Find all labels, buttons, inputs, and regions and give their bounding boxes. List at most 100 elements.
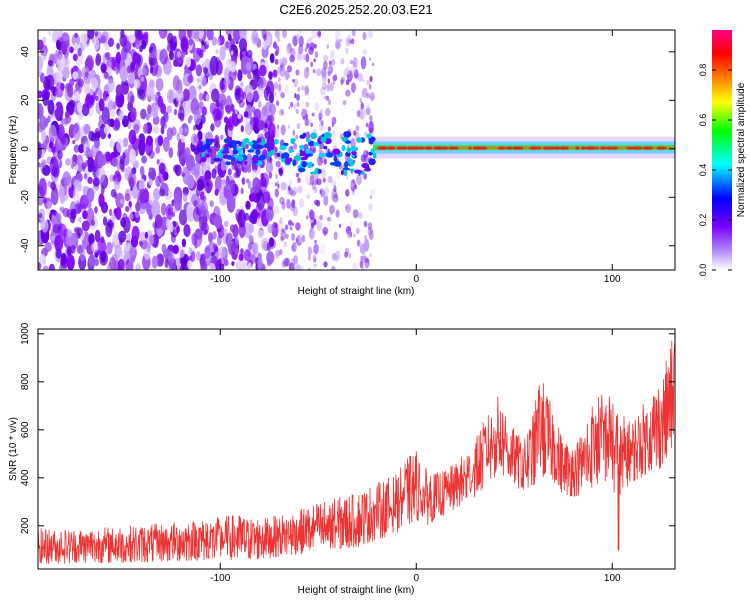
heatmap-peak-cell xyxy=(605,146,613,150)
heatmap-cell xyxy=(200,200,208,217)
heatmap-cell xyxy=(323,158,327,165)
heatmap-cell xyxy=(172,48,182,68)
heatmap-cell xyxy=(112,119,121,131)
heatmap-cell xyxy=(181,159,186,167)
heatmap-cell xyxy=(87,176,93,185)
heatmap-peak-cell xyxy=(626,146,634,150)
heatmap-cell xyxy=(284,224,289,231)
heatmap-cell xyxy=(73,227,78,233)
heatmap-cell xyxy=(215,49,219,54)
heatmap-cell xyxy=(187,174,195,189)
heatmap-cell xyxy=(279,249,283,256)
heatmap-cell xyxy=(79,159,83,164)
heatmap-cell xyxy=(266,251,275,265)
heatmap-cell xyxy=(327,148,330,153)
heatmap-cell xyxy=(94,258,99,267)
heatmap-cell xyxy=(302,54,306,61)
heatmap-cell xyxy=(120,217,126,228)
colorbar-gradient xyxy=(712,30,732,270)
heatmap-cell xyxy=(64,110,70,119)
heatmap-cell xyxy=(265,205,274,222)
heatmap-cell xyxy=(60,252,67,266)
heatmap-cell xyxy=(252,79,258,90)
heatmap-cell xyxy=(138,178,146,193)
heatmap-cell xyxy=(292,159,297,167)
heatmap-cell xyxy=(62,171,71,187)
snr-series-line xyxy=(38,340,675,564)
heatmap-cell xyxy=(188,246,193,255)
colorbar-tick-label: 0.6 xyxy=(698,114,708,127)
heatmap-cell xyxy=(162,136,170,152)
heatmap-cell xyxy=(124,193,130,202)
heatmap-cell xyxy=(307,246,312,256)
heatmap-cell xyxy=(180,135,186,143)
heatmap-cell xyxy=(297,177,301,183)
heatmap-cell xyxy=(279,58,282,64)
heatmap-cell xyxy=(314,188,317,193)
y-tick-label: 0 xyxy=(20,146,31,152)
heatmap-cell xyxy=(335,41,341,50)
heatmap-cell xyxy=(318,121,324,132)
heatmap-cell xyxy=(347,70,353,82)
heatmap-cell xyxy=(211,168,217,179)
heatmap-cell xyxy=(67,104,71,111)
heatmap-cell xyxy=(104,71,109,79)
heatmap-cell xyxy=(289,180,292,186)
heatmap-cell xyxy=(366,262,370,268)
heatmap-cell xyxy=(144,231,149,239)
heatmap-cell xyxy=(84,95,94,109)
heatmap-cell xyxy=(188,115,193,121)
heatmap-cell xyxy=(363,153,369,164)
heatmap-cell xyxy=(293,255,299,265)
heatmap-cell xyxy=(121,115,129,128)
heatmap-cell xyxy=(346,175,349,180)
heatmap-cell xyxy=(295,108,299,114)
heatmap-cell xyxy=(214,175,223,193)
heatmap-cell xyxy=(232,30,242,42)
heatmap-peak-cell xyxy=(637,146,641,150)
heatmap-peak-cell xyxy=(581,146,587,150)
heatmap-cell xyxy=(151,48,158,59)
heatmap-cell xyxy=(307,211,310,215)
heatmap-cell xyxy=(140,108,147,120)
heatmap-cell xyxy=(320,167,327,180)
heatmap-cell xyxy=(314,51,319,59)
snr-frame xyxy=(37,328,676,570)
heatmap-cell xyxy=(231,139,236,145)
heatmap-cell xyxy=(318,112,323,120)
heatmap-cell xyxy=(319,117,322,122)
heatmap-cell xyxy=(344,161,349,168)
heatmap-cell xyxy=(289,188,294,196)
heatmap-cell xyxy=(285,233,289,239)
heatmap-cell xyxy=(100,35,107,44)
heatmap-cell xyxy=(345,47,349,54)
heatmap-cell xyxy=(60,133,65,142)
heatmap-cell xyxy=(174,192,182,211)
heatmap-cell xyxy=(355,227,360,235)
y-tick-label: -20 xyxy=(20,190,31,205)
heatmap-cell xyxy=(321,67,327,78)
heatmap-peak-cell xyxy=(454,146,459,150)
heatmap-cell xyxy=(330,49,336,58)
heatmap-cell xyxy=(308,46,314,55)
heatmap-cell xyxy=(248,193,256,202)
heatmap-cell xyxy=(60,32,70,49)
heatmap-cell xyxy=(115,51,122,64)
heatmap-cell xyxy=(100,185,105,195)
heatmap-cell xyxy=(360,102,364,110)
heatmap-cell xyxy=(346,34,352,44)
heatmap-cell xyxy=(280,181,287,191)
heatmap-cell xyxy=(309,209,314,220)
heatmap-cell xyxy=(368,30,373,39)
heatmap-cell xyxy=(305,42,310,49)
heatmap-cell xyxy=(290,244,295,251)
heatmap-cell xyxy=(352,209,359,219)
heatmap-cell xyxy=(120,198,124,205)
heatmap-cell xyxy=(94,229,101,243)
heatmap-cell xyxy=(266,135,275,154)
heatmap-cell xyxy=(372,152,377,159)
heatmap-cell xyxy=(298,198,305,208)
heatmap-cell xyxy=(199,49,204,59)
heatmap-cell xyxy=(72,124,81,141)
heatmap-cell xyxy=(158,30,168,39)
